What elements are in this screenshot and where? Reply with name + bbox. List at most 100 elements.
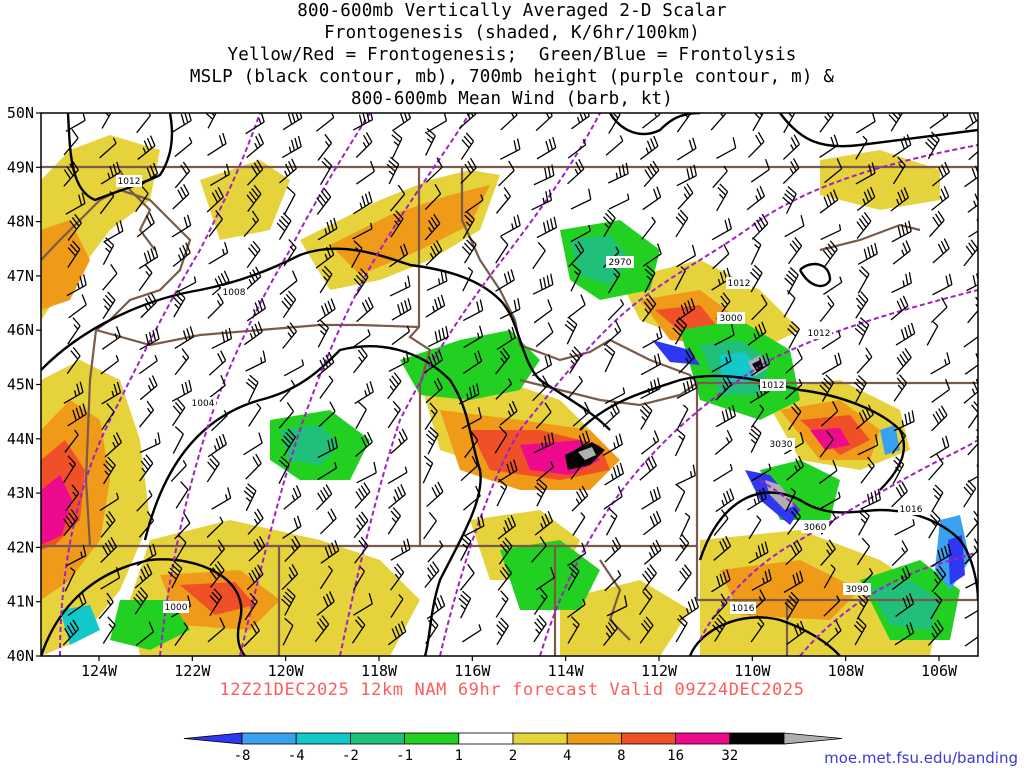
wind-barb: [388, 484, 407, 509]
wind-barb: [931, 484, 944, 513]
wind-barb: [714, 429, 733, 455]
wind-barb: [567, 616, 580, 644]
wind-barb: [499, 400, 518, 426]
wind-barb: [133, 587, 149, 615]
lat-tick-label: 47N: [7, 267, 34, 285]
wind-barb: [460, 132, 475, 160]
wind-barb: [820, 224, 842, 241]
wind-barb: [749, 264, 763, 293]
credit-link[interactable]: moe.met.fsu.edu/banding: [824, 749, 1018, 767]
wind-barb: [65, 113, 86, 132]
wind-barb: [819, 134, 839, 158]
wind-barb: [603, 320, 622, 346]
wind-barb: [174, 348, 190, 376]
wind-barb: [316, 591, 335, 616]
wind-barb: [750, 404, 765, 428]
wind-barb: [462, 266, 474, 292]
wind-barb: [64, 484, 80, 512]
wind-barb: [640, 135, 659, 160]
wind-barb: [211, 487, 232, 510]
wind-barb: [643, 539, 662, 565]
wind-barb: [785, 348, 803, 374]
wind-barb: [139, 454, 154, 482]
wind-barb: [210, 163, 231, 186]
wind-barb: [891, 565, 911, 591]
wind-barb: [535, 566, 556, 591]
wind-barb: [139, 328, 160, 351]
wind-barb: [391, 298, 412, 321]
wind-barb: [243, 620, 260, 647]
wind-barb: [896, 348, 912, 375]
wind-barb: [716, 137, 737, 159]
wind-barb: [711, 593, 728, 620]
wind-barb: [567, 138, 587, 159]
wind-barb: [716, 183, 729, 212]
wind-barb: [138, 263, 153, 292]
state-borders: [41, 165, 978, 656]
forecast-valid-time: 12Z21DEC2025 12km NAM 69hr forecast Vali…: [219, 680, 805, 700]
wind-barb: [463, 485, 481, 511]
wind-barb: [317, 133, 333, 161]
wind-barb: [319, 565, 333, 590]
wind-barb: [824, 620, 842, 646]
wind-barb: [138, 246, 159, 270]
wind-barb: [676, 298, 696, 322]
colorbar-bin: [295, 732, 351, 745]
wind-barb: [750, 237, 762, 265]
height-label: 3060: [801, 521, 829, 533]
wind-barb: [499, 298, 521, 320]
wind-barb: [604, 569, 622, 592]
wind-barb: [639, 616, 654, 644]
wind-barb: [425, 378, 443, 404]
wind-barb: [823, 276, 843, 295]
wind-barb: [243, 432, 263, 456]
wind-barb: [533, 614, 547, 643]
title-line-1: 800-600mb Vertically Averaged 2-D Scalar: [297, 1, 727, 21]
lat-tick-label: 44N: [7, 430, 34, 448]
wind-barb: [929, 435, 950, 459]
wind-barb: [644, 265, 656, 293]
wind-barb: [931, 378, 951, 403]
wind-barb: [931, 543, 952, 567]
wind-barb: [607, 298, 625, 321]
wind-barb: [824, 158, 843, 184]
wind-barb: [856, 186, 876, 212]
wind-barb: [604, 537, 622, 563]
wind-barb: [674, 428, 686, 457]
lat-tick-label: 49N: [7, 158, 34, 176]
wind-barb: [100, 511, 116, 538]
wind-barb: [353, 346, 368, 374]
wind-barb: [463, 325, 484, 349]
wind-barb: [319, 508, 337, 535]
colorbar-bin: [404, 732, 460, 745]
wind-barb: [570, 224, 591, 243]
wind-barb: [319, 265, 333, 294]
wind-barb: [247, 508, 264, 535]
wind-barb: [963, 378, 978, 404]
wind-barb: [856, 113, 876, 134]
wind-barb: [567, 542, 587, 567]
wind-barb: [857, 242, 878, 265]
wind-barb: [532, 375, 549, 402]
height-label: 3000: [717, 312, 745, 324]
wind-barb: [784, 378, 803, 400]
wind-barb: [284, 186, 296, 215]
wind-barb: [138, 511, 155, 538]
wind-barb: [245, 350, 267, 372]
lat-tick-label: 48N: [7, 213, 34, 231]
svg-text:1016: 1016: [732, 604, 755, 614]
wind-barb: [532, 241, 546, 270]
wind-barb: [567, 563, 580, 591]
wind-barb: [353, 593, 373, 616]
wind-barb: [425, 426, 439, 455]
svg-text:1008: 1008: [223, 288, 246, 298]
wind-barb: [751, 568, 772, 591]
title-line-5: 800-600mb Mean Wind (barb, kt): [350, 89, 674, 109]
wind-barb: [352, 566, 366, 591]
wind-barb: [282, 113, 303, 131]
lon-tick-label: 112W: [641, 662, 678, 680]
wind-barb: [281, 290, 297, 319]
wind-barb: [500, 214, 521, 237]
wind-barb: [750, 615, 765, 643]
wind-barb: [458, 383, 480, 405]
